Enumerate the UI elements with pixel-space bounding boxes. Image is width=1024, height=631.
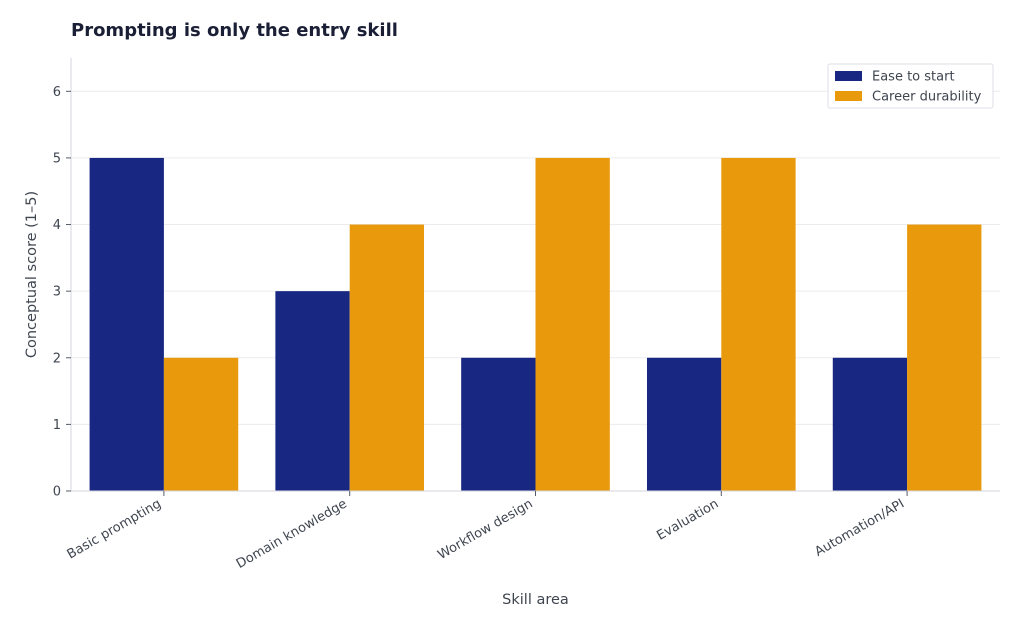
bars [89, 157, 982, 492]
x-tick-labels: Basic prompting Domain knowledge Workflow … [65, 496, 907, 572]
x-tick-label: Basic prompting [65, 496, 164, 562]
x-axis-label: Skill area [502, 592, 569, 608]
legend-swatch [835, 71, 862, 81]
bar-ease-to-start [275, 291, 350, 491]
legend-label: Ease to start [872, 70, 955, 85]
y-tick-label: 6 [53, 85, 61, 100]
y-tick-label: 1 [53, 418, 61, 433]
bar-career-durability [163, 357, 239, 491]
y-tick-label: 0 [53, 485, 61, 500]
x-tick-label: Evaluation [654, 496, 721, 543]
chart-title: Prompting is only the entry skill [71, 20, 398, 41]
x-tick-label: Domain knowledge [234, 496, 350, 572]
y-tick-labels: 0 1 2 3 4 5 6 [53, 85, 61, 500]
bar-ease-to-start [89, 157, 164, 491]
axes [66, 58, 1000, 496]
bar-ease-to-start [832, 357, 908, 491]
legend-box [827, 63, 994, 109]
y-tick-label: 2 [53, 351, 61, 366]
y-tick-label: 4 [53, 218, 61, 233]
y-axis-label: Conceptual score (1–5) [24, 191, 40, 358]
legend-swatch [835, 91, 862, 101]
y-tick-label: 5 [53, 151, 61, 166]
x-tick-label: Automation/API [812, 496, 907, 559]
bar-career-durability [721, 157, 796, 491]
bar-career-durability [535, 157, 610, 491]
bar-ease-to-start [461, 357, 536, 491]
bar-career-durability [349, 224, 425, 492]
legend-label: Career durability [872, 90, 982, 105]
x-tick-label: Workflow design [435, 496, 535, 562]
legend: Ease to start Career durability [827, 63, 994, 109]
bar-ease-to-start [646, 357, 722, 491]
bar-career-durability [907, 224, 982, 492]
y-tick-label: 3 [53, 285, 61, 300]
